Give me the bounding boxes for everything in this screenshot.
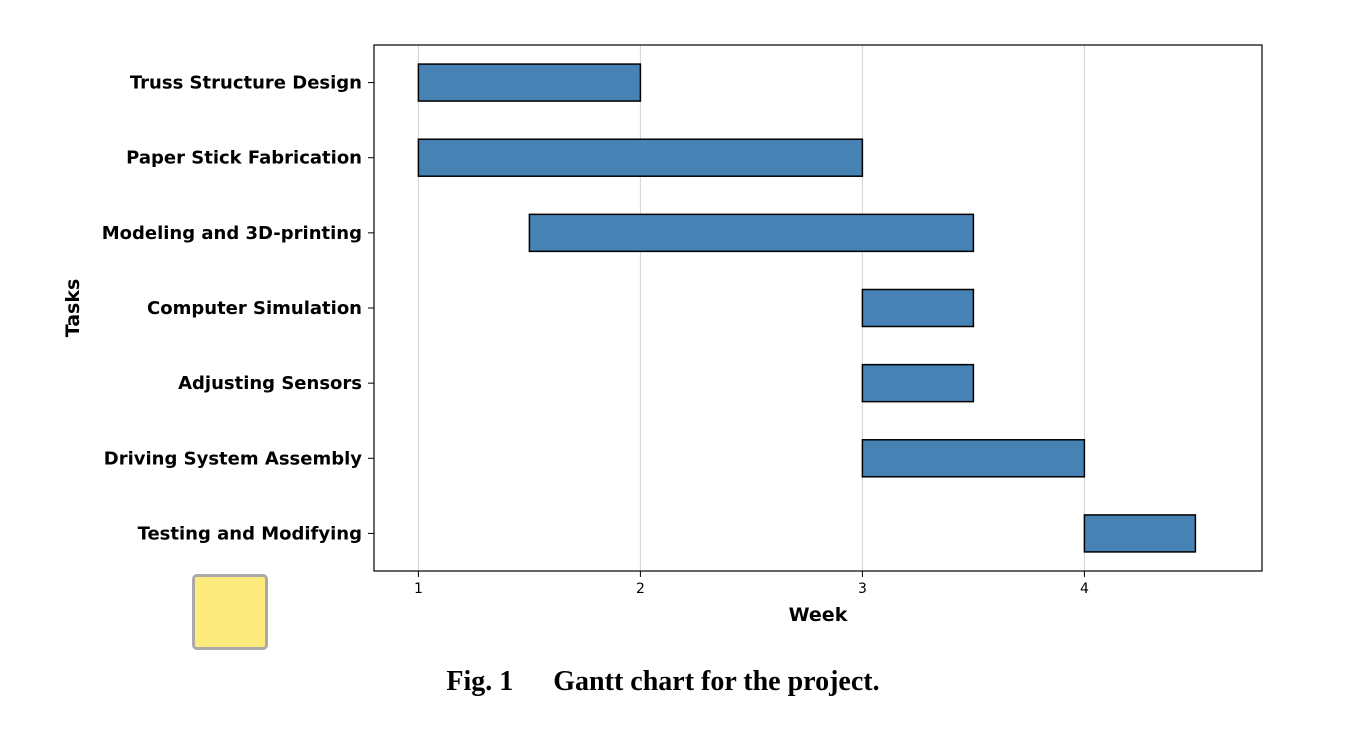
- task-label: Modeling and 3D-printing: [102, 223, 362, 244]
- color-swatch: [192, 574, 268, 650]
- task-bar: [861, 439, 1086, 478]
- plot-frame: [373, 44, 1263, 572]
- task-label: Testing and Modifying: [138, 523, 362, 544]
- figure-number: Fig. 1: [446, 666, 514, 697]
- x-tick-label: 3: [858, 581, 867, 597]
- x-tick-label: 1: [414, 581, 423, 597]
- task-bar: [1083, 514, 1197, 553]
- grid-lines: [417, 45, 1085, 571]
- task-label: Truss Structure Design: [130, 73, 362, 94]
- task-bar: [417, 138, 864, 177]
- task-label: Computer Simulation: [147, 298, 362, 319]
- task-bar: [861, 288, 975, 328]
- x-axis: 1 2 3 4: [414, 571, 1089, 597]
- x-tick-label: 4: [1080, 581, 1089, 597]
- task-bar: [417, 63, 642, 102]
- task-bar: [528, 213, 975, 253]
- task-label: Driving System Assembly: [104, 448, 362, 469]
- task-label: Adjusting Sensors: [178, 373, 362, 394]
- x-tick-label: 2: [636, 581, 645, 597]
- task-label: Paper Stick Fabrication: [126, 148, 362, 169]
- x-axis-title: Week: [789, 604, 848, 626]
- y-axis-title: Tasks: [62, 279, 84, 338]
- task-bars: [417, 63, 1197, 553]
- figure-caption: Fig. 1 Gantt chart for the project.: [0, 666, 1326, 698]
- y-axis: Truss Structure Design Paper Stick Fabric…: [102, 73, 374, 544]
- task-bar: [861, 363, 975, 403]
- caption-text: Gantt chart for the project.: [553, 666, 880, 697]
